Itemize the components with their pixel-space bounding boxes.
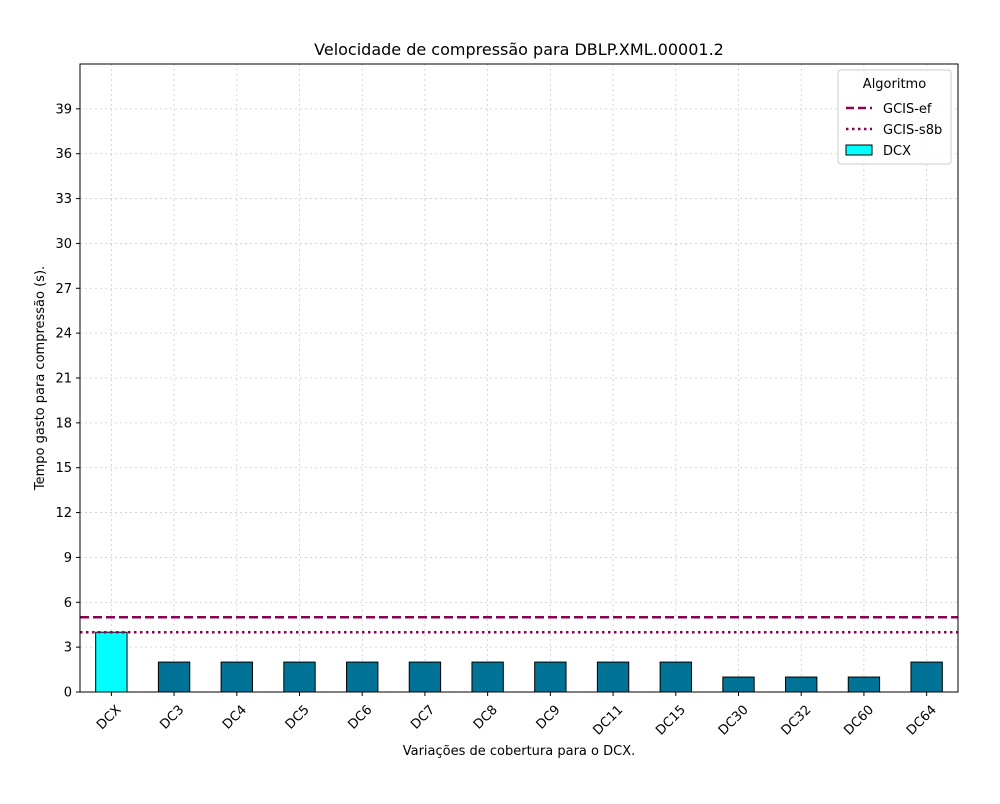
y-axis-label: Tempo gasto para compressão (s). xyxy=(33,266,48,491)
legend-title: Algoritmo xyxy=(863,77,926,92)
x-tick-label: DC4 xyxy=(220,703,250,733)
y-tick-label: 18 xyxy=(55,416,72,431)
y-tick-label: 0 xyxy=(64,686,72,701)
x-tick-label: DC6 xyxy=(345,703,375,733)
y-tick-label: 24 xyxy=(55,327,72,342)
bar-dc32 xyxy=(785,676,818,693)
y-tick-label: 6 xyxy=(64,596,72,611)
bar-dc64 xyxy=(910,661,943,693)
bar-dc3 xyxy=(157,661,191,693)
chart-title: Velocidade de compressão para DBLP.XML.0… xyxy=(314,40,724,59)
bar-dc9 xyxy=(534,661,567,693)
y-tick-label: 21 xyxy=(55,372,72,387)
y-tick-label: 27 xyxy=(55,282,72,297)
bar-dc7 xyxy=(408,661,442,693)
x-tick-label: DC32 xyxy=(779,703,815,739)
bar-dc4 xyxy=(220,661,253,693)
x-tick-label: DC7 xyxy=(408,703,438,733)
legend: Algoritmo GCIS-ef GCIS-s8b DCX xyxy=(837,69,952,165)
reference-lines xyxy=(80,615,958,634)
bar-dc11 xyxy=(596,661,630,693)
y-tick-label: 39 xyxy=(55,102,72,117)
x-tick-label: DC3 xyxy=(157,703,187,733)
x-tick-label: DC11 xyxy=(590,703,626,739)
bars xyxy=(95,631,943,693)
x-tick-label: DC30 xyxy=(716,703,752,739)
bar-dc15 xyxy=(659,661,692,693)
x-tick-label: DCX xyxy=(94,703,124,733)
legend-label: GCIS-s8b xyxy=(883,123,942,138)
y-tick-label: 9 xyxy=(64,551,72,566)
bar-dc5 xyxy=(283,661,316,693)
x-axis-ticks: DCX DC3 DC4 DC5 DC6 DC7 DC8 DC9 DC11 DC15 DC30 DC32… xyxy=(94,692,940,738)
legend-box xyxy=(837,69,952,165)
x-tick-label: DC5 xyxy=(283,703,313,733)
bar-dc8 xyxy=(471,661,504,693)
bar-dc60 xyxy=(847,676,881,693)
bar-dc30 xyxy=(722,676,755,693)
y-tick-label: 36 xyxy=(55,147,72,162)
legend-label: GCIS-ef xyxy=(883,102,932,117)
legend-label: DCX xyxy=(883,144,911,159)
y-tick-label: 30 xyxy=(55,237,72,252)
y-tick-label: 33 xyxy=(55,192,72,207)
x-tick-label: DC60 xyxy=(841,703,877,739)
grid xyxy=(80,64,958,693)
x-tick-label: DC8 xyxy=(471,703,501,733)
x-axis-label: Variações de cobertura para o DCX. xyxy=(403,744,636,759)
x-tick-label: DC9 xyxy=(534,703,564,733)
x-tick-label: DC64 xyxy=(904,703,940,739)
y-tick-label: 12 xyxy=(55,506,72,521)
y-tick-label: 3 xyxy=(64,641,72,656)
x-tick-label: DC15 xyxy=(653,703,689,739)
y-tick-label: 15 xyxy=(55,461,72,476)
legend-swatch-dcx xyxy=(845,144,873,156)
bar-dc6 xyxy=(346,661,379,693)
bar-dcx xyxy=(95,631,128,693)
